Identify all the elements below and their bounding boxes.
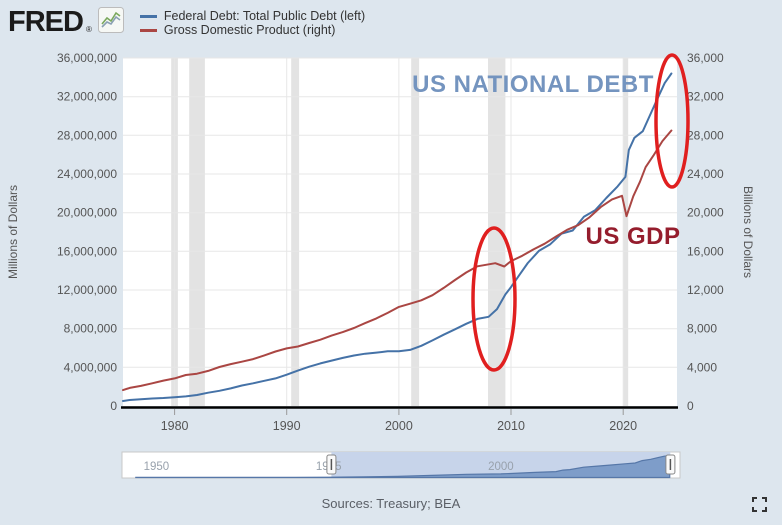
left-axis-tick-label: 28,000,000 [57,128,117,142]
annotation-gdp: US GDP [585,223,680,250]
left-axis-tick-label: 12,000,000 [57,283,117,297]
fred-logo-sparkline-icon [97,6,124,38]
debt-legend-swatch [139,15,157,18]
right-axis-tick-label: 32,000 [687,90,724,104]
left-axis-tick-label: 24,000,000 [57,167,117,181]
debt-line [122,72,673,402]
main-chart[interactable]: 36,000,000 36,000 32,000,000 32,000 28,000,0… [0,48,782,438]
x-axis-tick-label: 2000 [385,419,413,433]
gdp-legend-label: Gross Domestic Product (right) [163,23,336,37]
highlight-ellipse [471,226,517,372]
recession-band [488,58,506,406]
gdp-line [122,129,673,392]
x-axis-tick-label: 1990 [273,419,301,433]
annotation-national-debt: US NATIONAL DEBT [412,71,654,98]
slider-year-label: 1950 [144,461,170,473]
debt-legend-label: Federal Debt: Total Public Debt (left) [163,9,366,23]
recession-band [623,58,629,406]
legend-item-debt: Federal Debt: Total Public Debt (left) [139,9,366,23]
recession-band [291,58,300,406]
left-axis-title: Millions of Dollars [6,185,20,279]
left-axis-tick-label: 20,000,000 [57,206,117,220]
slider-mini-area-chart [135,454,671,479]
x-axis-tick-label: 2010 [497,419,525,433]
plot-area [123,58,677,406]
right-axis-tick-label: 4,000 [687,360,717,374]
slider-handle-left[interactable] [326,454,337,475]
slider-year-label: 2000 [488,461,514,473]
right-axis-tick-label: 0 [687,399,694,413]
right-axis-tick-label: 20,000 [687,206,724,220]
gdp-legend-swatch [139,29,157,32]
right-axis-tick-label: 8,000 [687,322,717,336]
legend: Federal Debt: Total Public Debt (left) G… [139,5,366,37]
right-axis-tick-label: 16,000 [687,244,724,258]
left-axis-tick-label: 32,000,000 [57,90,117,104]
highlight-ellipse [654,53,690,189]
header: FRED ® Federal Debt: Total Public Debt (… [8,5,365,39]
registered-mark: ® [85,25,92,34]
right-axis-tick-label: 12,000 [687,283,724,297]
date-range-slider[interactable]: 195019752000 [0,448,782,488]
x-axis-tick-label: 2020 [609,419,637,433]
left-axis-tick-label: 0 [110,399,117,413]
left-axis-tick-label: 8,000,000 [64,322,118,336]
slider-handle-right[interactable] [665,454,676,475]
fred-logo: FRED ® [8,5,124,39]
right-axis-tick-label: 24,000 [687,167,724,181]
left-axis-tick-label: 4,000,000 [64,360,118,374]
legend-item-gdp: Gross Domestic Product (right) [139,23,365,37]
fullscreen-button[interactable] [749,495,769,515]
fred-logo-text: FRED [8,6,84,38]
right-axis-title: Billions of Dollars [741,186,755,278]
left-axis-tick-label: 16,000,000 [57,244,117,258]
x-axis-tick-label: 1980 [161,419,189,433]
right-axis-tick-label: 28,000 [687,128,724,142]
right-axis-tick-label: 36,000 [687,51,724,65]
fullscreen-icon [751,497,767,512]
left-axis-tick-label: 36,000,000 [57,51,117,65]
sources-text: Sources: Treasury; BEA [321,496,461,511]
recession-band [189,58,205,406]
recession-band [411,58,420,406]
